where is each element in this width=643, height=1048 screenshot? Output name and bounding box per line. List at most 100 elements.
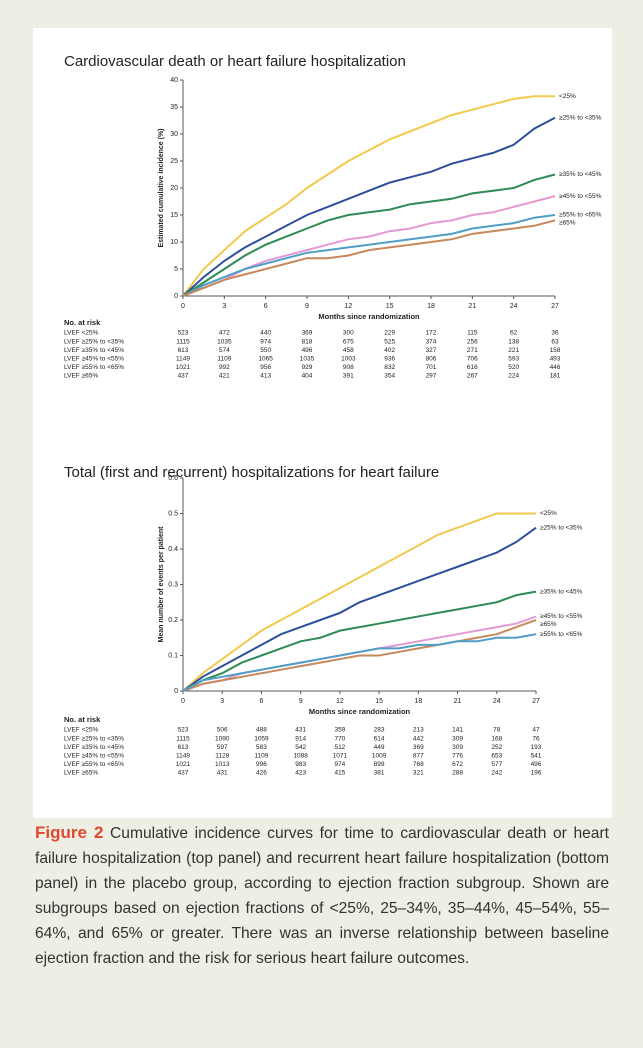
y-tick-label: 10 (170, 239, 178, 246)
curve (182, 512, 536, 692)
x-tick-label: 18 (427, 303, 435, 310)
x-axis-label: Months since randomization (318, 312, 420, 321)
risk-value: 520 (508, 364, 519, 371)
x-tick-label: 21 (454, 698, 462, 705)
y-tick-label: 25 (170, 158, 178, 165)
risk-value: 1115 (176, 735, 190, 742)
risk-row-label: LVEF ≥55% to <65% (64, 364, 124, 371)
risk-row-label: LVEF ≥25% to <35% (64, 735, 124, 742)
risk-value: 458 (343, 347, 354, 354)
curve (182, 219, 556, 297)
risk-value: 550 (260, 347, 271, 354)
risk-value: 36 (551, 330, 559, 337)
x-tick-label: 3 (220, 698, 224, 705)
risk-value: 47 (532, 727, 540, 734)
x-tick-label: 6 (259, 698, 263, 705)
risk-value: 158 (550, 347, 561, 354)
y-tick-label: 0.3 (168, 581, 178, 588)
risk-value: 1090 (215, 735, 230, 742)
curve (182, 619, 537, 692)
risk-value: 613 (178, 347, 189, 354)
curve-label: ≥45% to <55% (559, 193, 602, 200)
risk-value: 1149 (176, 753, 190, 760)
risk-value: 1115 (176, 338, 190, 345)
curve (182, 526, 537, 692)
curve-label: <25% (540, 510, 557, 517)
curve-label: ≥55% to <65% (559, 212, 602, 219)
curve-label: ≥45% to <55% (540, 613, 583, 620)
risk-value: 706 (467, 356, 478, 363)
caption-text: Cumulative incidence curves for time to … (35, 825, 609, 967)
risk-value: 701 (426, 364, 437, 371)
x-tick-label: 9 (305, 303, 309, 310)
risk-value: 369 (413, 744, 424, 751)
risk-row-label: LVEF <25% (64, 727, 99, 734)
curve (182, 590, 537, 692)
risk-value: 770 (334, 735, 345, 742)
curve-label: ≥35% to <45% (559, 171, 602, 178)
y-tick-label: 0.4 (168, 546, 178, 553)
y-tick-label: 35 (170, 104, 178, 111)
y-tick-label: 40 (170, 77, 178, 84)
curve (182, 116, 556, 297)
risk-value: 614 (374, 735, 385, 742)
risk-value: 818 (302, 338, 313, 345)
x-tick-label: 24 (493, 698, 501, 705)
x-tick-label: 12 (336, 698, 344, 705)
y-tick-label: 30 (170, 131, 178, 138)
x-tick-label: 24 (510, 303, 518, 310)
risk-value: 914 (295, 735, 306, 742)
risk-row-label: LVEF ≥35% to <45% (64, 347, 124, 354)
x-tick-label: 6 (264, 303, 268, 310)
risk-value: 472 (219, 330, 230, 337)
risk-value: 437 (178, 770, 189, 777)
risk-value: 929 (302, 364, 313, 371)
risk-row-label: LVEF ≥45% to <55% (64, 356, 124, 363)
y-tick-label: 0 (174, 688, 178, 695)
curve-label: ≥25% to <35% (540, 524, 583, 531)
risk-value: 1109 (217, 356, 231, 363)
risk-value: 613 (178, 744, 189, 751)
x-tick-label: 27 (551, 303, 559, 310)
risk-value: 141 (452, 727, 463, 734)
risk-value: 899 (374, 761, 385, 768)
curve-label: <25% (559, 93, 576, 100)
risk-row-label: LVEF ≥45% to <55% (64, 753, 124, 760)
risk-value: 242 (491, 770, 502, 777)
risk-value: 616 (467, 364, 478, 371)
risk-value: 168 (491, 735, 502, 742)
x-axis-label: Months since randomization (309, 707, 411, 716)
risk-value: 1128 (215, 753, 229, 760)
risk-value: 381 (374, 770, 385, 777)
risk-row-label: LVEF ≥65% (64, 373, 98, 380)
risk-value: 512 (334, 744, 345, 751)
risk-value: 936 (384, 356, 395, 363)
risk-value: 309 (452, 735, 463, 742)
risk-value: 300 (343, 330, 354, 337)
caption: Figure 2 Cumulative incidence curves for… (35, 820, 609, 971)
risk-row-label: LVEF ≥35% to <45% (64, 744, 124, 751)
risk-value: 76 (532, 735, 540, 742)
y-tick-label: 0.1 (168, 652, 178, 659)
risk-value: 776 (452, 753, 463, 760)
risk-value: 877 (413, 753, 424, 760)
y-tick-label: 15 (170, 212, 178, 219)
risk-value: 321 (413, 770, 424, 777)
chart-title: Cardiovascular death or heart failure ho… (64, 53, 406, 70)
risk-value: 496 (531, 761, 542, 768)
x-tick-label: 15 (386, 303, 394, 310)
y-tick-label: 0.6 (168, 475, 178, 482)
risk-value: 541 (531, 753, 542, 760)
risk-value: 421 (219, 373, 230, 380)
risk-value: 213 (413, 727, 424, 734)
y-tick-label: 20 (170, 185, 178, 192)
risk-value: 449 (374, 744, 385, 751)
risk-value: 415 (334, 770, 345, 777)
risk-value: 956 (260, 364, 271, 371)
risk-value: 1035 (300, 356, 315, 363)
risk-value: 267 (467, 373, 478, 380)
risk-value: 426 (256, 770, 267, 777)
risk-value: 63 (551, 338, 559, 345)
risk-value: 1003 (341, 356, 356, 363)
